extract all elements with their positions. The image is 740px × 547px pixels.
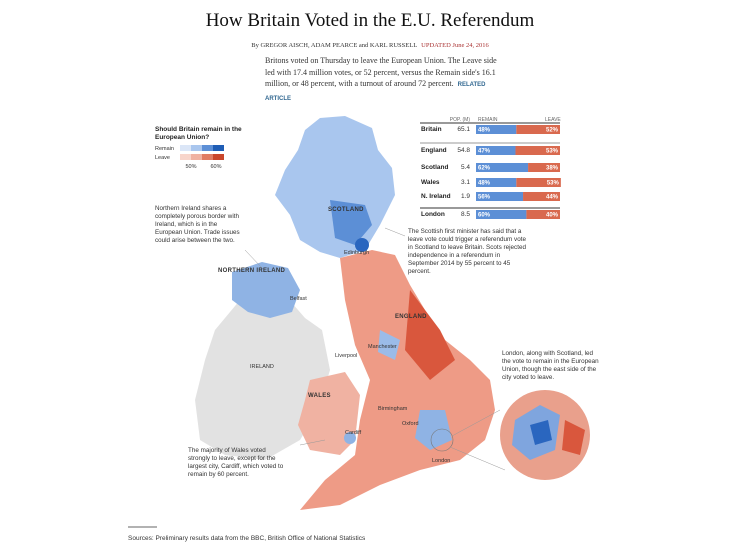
row-name: London bbox=[421, 211, 445, 218]
region-label: WALES bbox=[308, 393, 331, 399]
leave-bar bbox=[523, 192, 560, 201]
row-pop: 5.4 bbox=[461, 164, 470, 171]
leave-bar bbox=[516, 178, 561, 187]
england-shape bbox=[300, 250, 495, 510]
inset-marker bbox=[430, 428, 454, 452]
remain-label: 48% bbox=[478, 128, 491, 134]
legend-title: Should Britain remain in the European Un… bbox=[155, 126, 242, 141]
leave-label: 40% bbox=[546, 213, 559, 219]
england-east bbox=[405, 290, 455, 380]
title: How Britain Voted in the E.U. Referendum bbox=[205, 10, 535, 31]
leave-bar bbox=[516, 125, 560, 134]
remain-label: 48% bbox=[478, 181, 491, 187]
leave-bar bbox=[515, 146, 560, 155]
remain-bar bbox=[476, 163, 529, 172]
row-name: Scotland bbox=[421, 164, 448, 171]
region-label: IRELAND bbox=[250, 364, 274, 370]
remain-bar bbox=[476, 192, 524, 201]
leave-label: 53% bbox=[547, 181, 560, 187]
remain-bar bbox=[476, 210, 527, 219]
annotation: London, along with Scotland, led the vot… bbox=[502, 350, 599, 381]
table-header: LEAVE bbox=[545, 117, 561, 123]
legend-high: 60% bbox=[210, 164, 221, 170]
leave-label: 53% bbox=[546, 149, 559, 155]
edinburgh-area bbox=[355, 238, 369, 252]
table-header: REMAIN bbox=[478, 117, 498, 123]
intro-text: Britons voted on Thursday to leave the E… bbox=[265, 56, 497, 88]
remain-bar bbox=[476, 178, 517, 187]
city-label: Belfast bbox=[290, 296, 307, 302]
ireland-shape bbox=[195, 295, 330, 460]
annotation: Northern Ireland shares a completely por… bbox=[155, 205, 240, 244]
row-name: N. Ireland bbox=[421, 193, 451, 200]
city-label: Manchester bbox=[368, 344, 397, 350]
wales-shape bbox=[298, 372, 360, 455]
annotation: The Scottish first minister has said tha… bbox=[408, 228, 526, 275]
northern-ireland-shape bbox=[232, 262, 300, 318]
leader-line bbox=[299, 439, 326, 446]
city-label: Birmingham bbox=[378, 406, 408, 412]
london-oxford-area bbox=[415, 410, 452, 450]
region-label: SCOTLAND bbox=[328, 207, 364, 213]
city-label: Liverpool bbox=[335, 353, 357, 359]
legend-remain: Remain bbox=[155, 146, 174, 152]
inset-connector bbox=[451, 409, 501, 437]
cardiff-area bbox=[344, 432, 356, 444]
legend-low: 50% bbox=[185, 164, 196, 170]
leader-line bbox=[244, 249, 263, 269]
region-label: ENGLAND bbox=[395, 314, 427, 320]
leave-bar bbox=[526, 210, 560, 219]
row-pop: 1.9 bbox=[461, 193, 470, 200]
inset-connector bbox=[449, 446, 506, 471]
related-link[interactable]: RELATED ARTICLE bbox=[265, 82, 486, 102]
annotation: The majority of Wales voted strongly to … bbox=[188, 447, 284, 478]
remain-bar bbox=[476, 146, 516, 155]
leave-label: 44% bbox=[546, 195, 559, 201]
london-inset-east bbox=[562, 420, 585, 455]
legend-swatches bbox=[180, 145, 224, 160]
remain-label: 60% bbox=[478, 213, 491, 219]
remain-bar bbox=[476, 125, 517, 134]
updated: UPDATED June 24, 2016 bbox=[421, 42, 489, 49]
remain-label: 56% bbox=[478, 195, 491, 201]
leave-bar bbox=[528, 163, 560, 172]
city-label: Oxford bbox=[402, 421, 419, 427]
intro: Britons voted on Thursday to leave the E… bbox=[265, 55, 505, 105]
results-table: POP. (M) REMAIN LEAVE Britain 65.1 48% 52% Engl… bbox=[420, 117, 561, 219]
city-label: Cardiff bbox=[345, 430, 362, 436]
row-pop: 54.8 bbox=[457, 147, 470, 154]
row-name: England bbox=[421, 147, 447, 154]
leave-label: 38% bbox=[546, 166, 559, 172]
manchester-area bbox=[378, 330, 400, 360]
city-label: Edinburgh bbox=[344, 250, 369, 256]
leader-line bbox=[384, 227, 406, 237]
remain-label: 47% bbox=[478, 149, 491, 155]
byline: By GREGOR AISCH, ADAM PEARCE and KARL RU… bbox=[0, 42, 740, 49]
remain-label: 62% bbox=[478, 166, 491, 172]
row-pop: 3.1 bbox=[461, 179, 470, 186]
leave-label: 52% bbox=[546, 128, 559, 134]
scotland-central bbox=[330, 200, 372, 245]
legend-leave: Leave bbox=[155, 155, 170, 161]
city-label: London bbox=[432, 458, 450, 464]
authors: By GREGOR AISCH, ADAM PEARCE and KARL RU… bbox=[251, 42, 418, 49]
row-pop: 65.1 bbox=[457, 126, 470, 133]
source: Sources: Preliminary results data from t… bbox=[128, 535, 366, 542]
row-name: Wales bbox=[421, 179, 440, 186]
row-pop: 8.5 bbox=[461, 211, 470, 218]
row-name: Britain bbox=[421, 126, 442, 133]
region-label: NORTHERN IRELAND bbox=[218, 268, 285, 274]
london-inset-core bbox=[530, 420, 552, 445]
table-header: POP. (M) bbox=[450, 117, 471, 123]
